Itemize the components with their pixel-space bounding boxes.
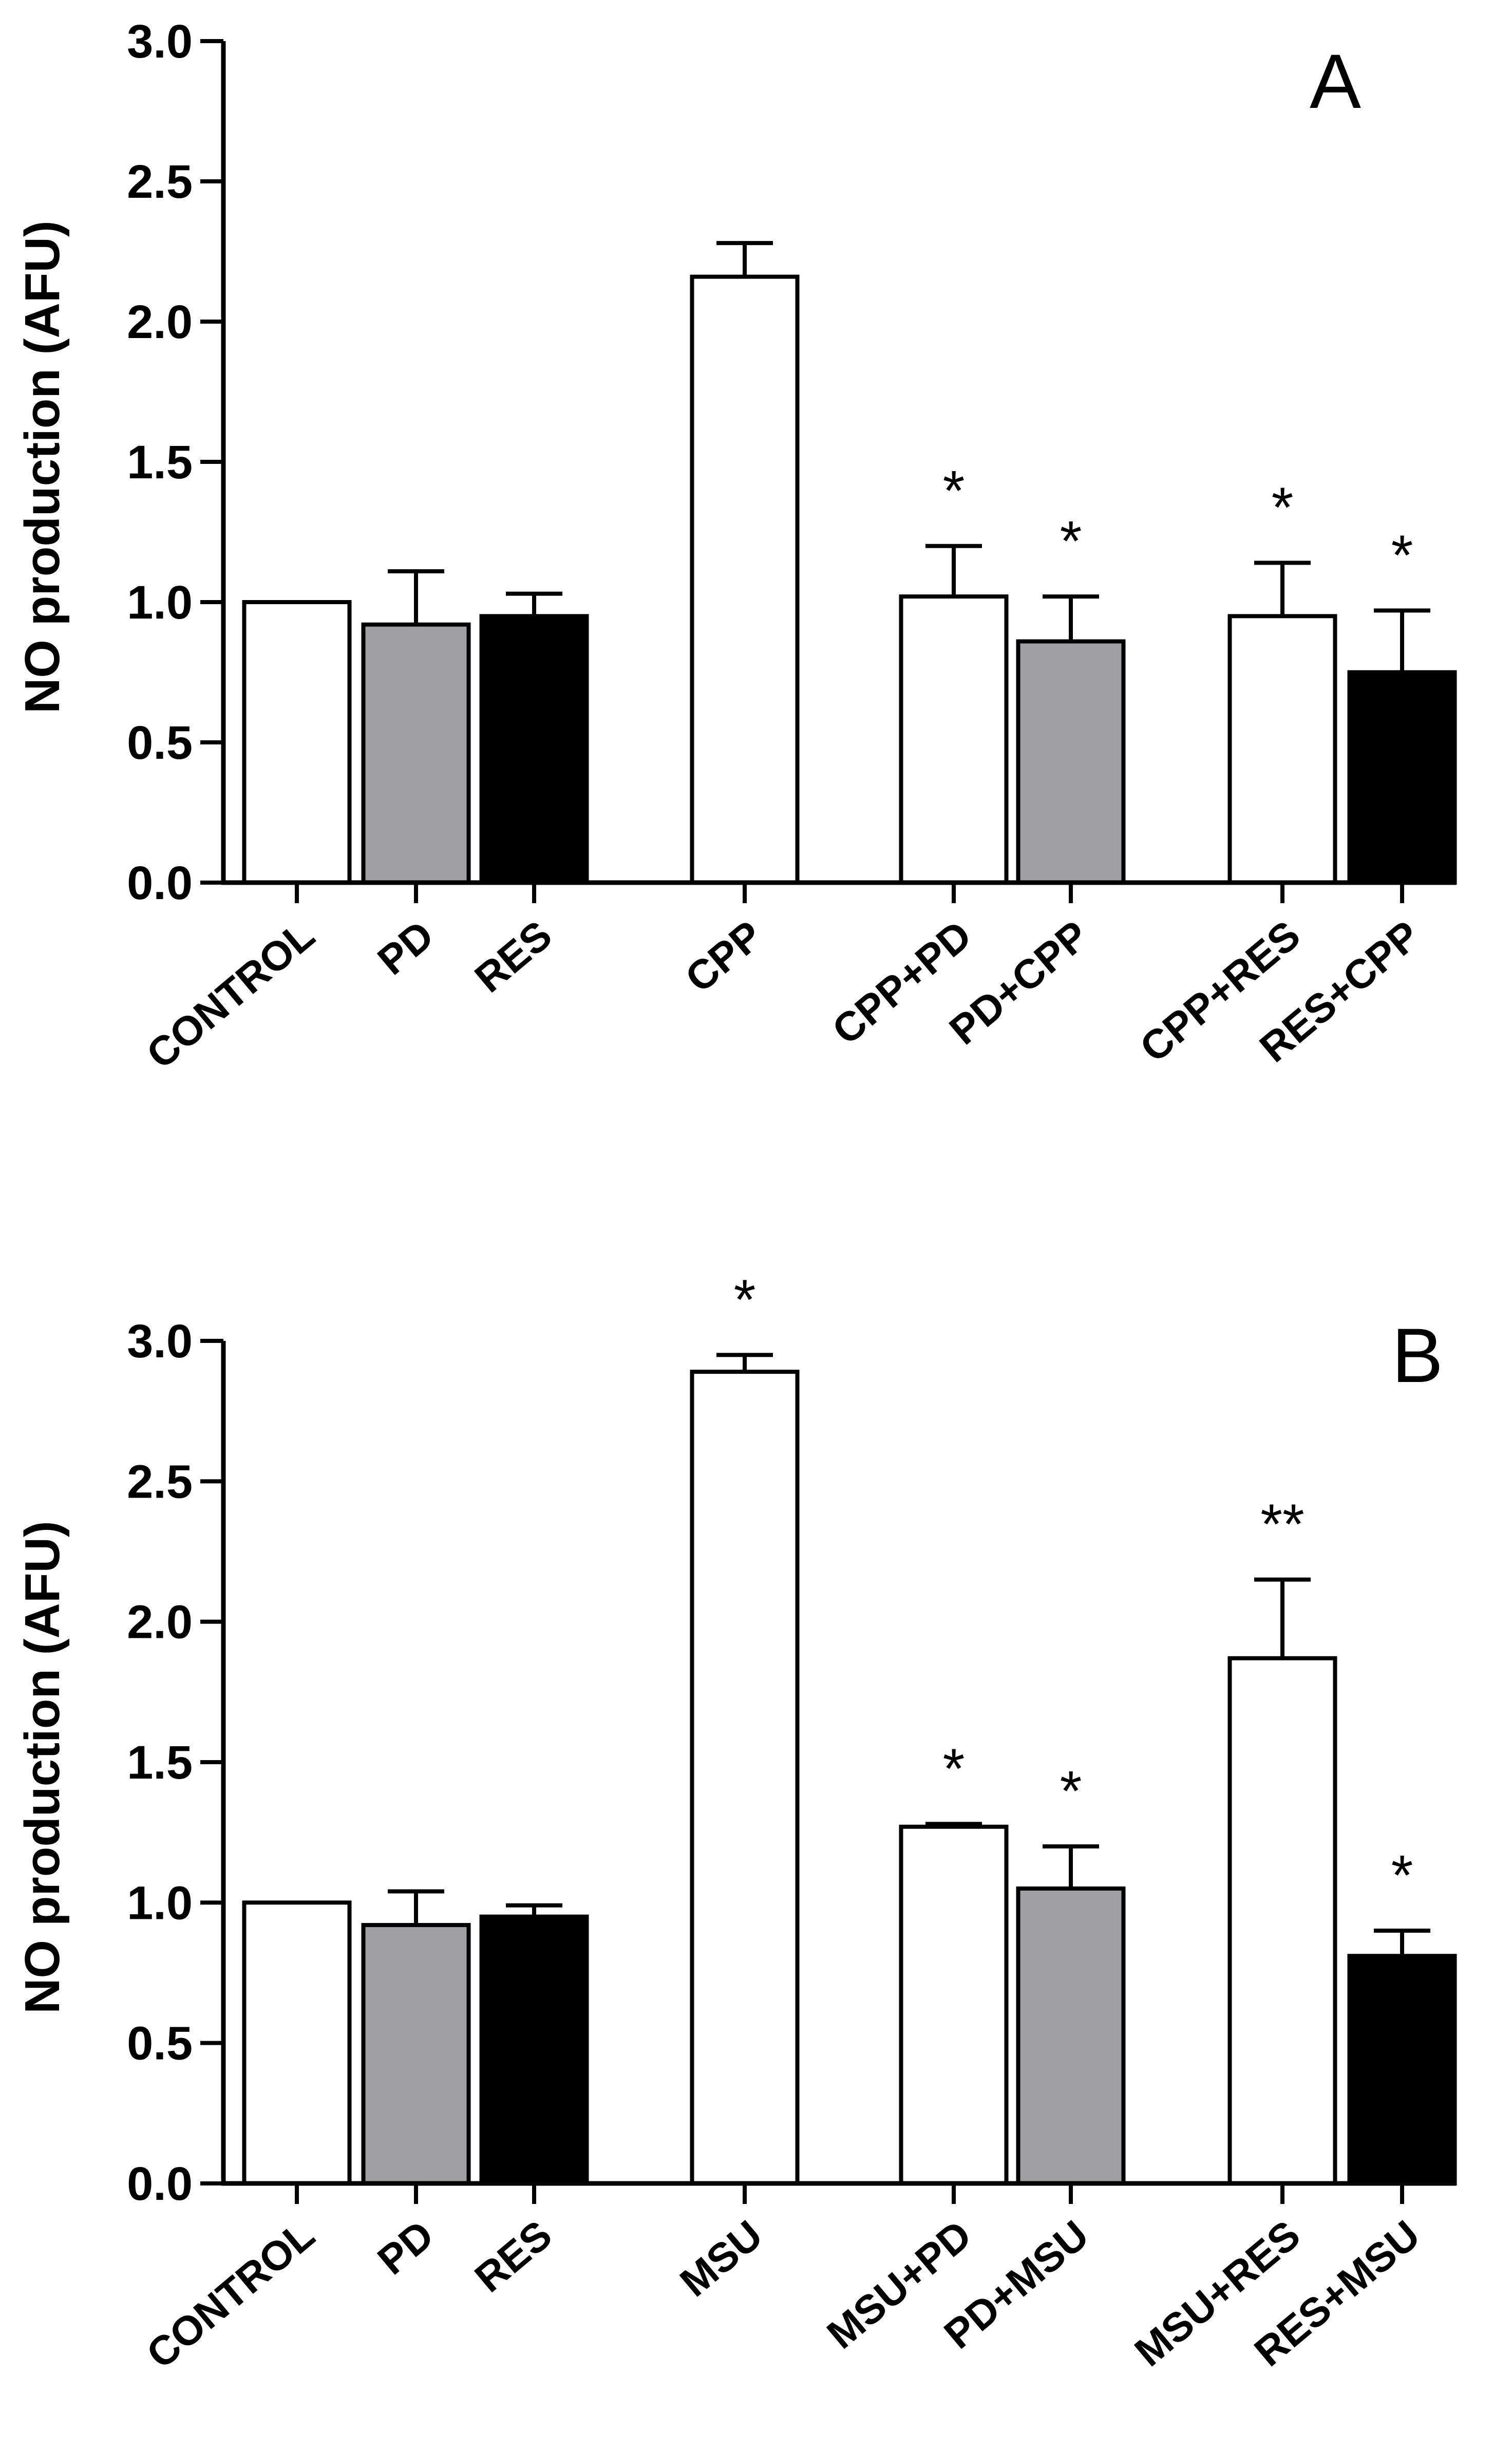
y-tick-label: 0.0 xyxy=(127,857,193,909)
y-tick-label: 1.0 xyxy=(127,576,193,629)
y-tick-label: 2.5 xyxy=(127,1455,193,1508)
x-tick-label: RES xyxy=(466,912,560,1001)
x-tick-label: PD xyxy=(369,2212,442,2284)
y-tick-label: 0.5 xyxy=(127,717,193,769)
significance-marker: * xyxy=(1272,476,1294,539)
x-tick-label: CONTROL xyxy=(138,2212,323,2377)
y-tick-label: 3.0 xyxy=(127,1315,193,1368)
panel-label: A xyxy=(1310,38,1361,124)
significance-marker: * xyxy=(1391,1844,1413,1907)
y-tick-label: 2.0 xyxy=(127,1596,193,1649)
panel-a-chart: CONTROL PD RES CPP*CPP+PD*PD+CPP*CPP+RES*RE… xyxy=(15,15,1457,1077)
bar xyxy=(899,1824,1009,2186)
bar xyxy=(1347,1954,1457,2185)
bar xyxy=(1016,1886,1126,2185)
x-tick-label: CPP xyxy=(677,912,771,1001)
bar xyxy=(1016,639,1126,885)
panel-label: B xyxy=(1392,1312,1443,1398)
x-tick-label: PD xyxy=(369,912,442,984)
panel-b-chart: CONTROL PD RES*MSU*MSU+PD*PD+MSU**MSU+RES*… xyxy=(15,1268,1457,2377)
significance-marker: * xyxy=(1060,510,1082,573)
significance-marker: * xyxy=(943,459,965,522)
y-tick-label: 1.0 xyxy=(127,1877,193,1929)
y-tick-label: 0.0 xyxy=(127,2158,193,2210)
bar xyxy=(479,614,589,885)
bar xyxy=(361,1923,471,2185)
y-axis-label: NO production (AFU) xyxy=(15,220,70,714)
y-tick-label: 3.0 xyxy=(127,15,193,68)
bar xyxy=(899,594,1009,885)
y-tick-label: 2.0 xyxy=(127,296,193,348)
x-tick-label: MSU xyxy=(672,2212,771,2305)
bar xyxy=(690,1370,800,2185)
significance-marker: * xyxy=(1060,1760,1082,1823)
significance-marker: * xyxy=(1391,524,1413,587)
significance-marker: * xyxy=(943,1737,965,1800)
bar xyxy=(1227,614,1337,885)
y-tick-label: 1.5 xyxy=(127,1736,193,1789)
bar xyxy=(479,1914,589,2186)
bar xyxy=(690,274,800,885)
significance-marker: ** xyxy=(1260,1493,1305,1556)
bar xyxy=(242,600,352,885)
x-tick-label: RES xyxy=(466,2212,560,2301)
significance-marker: * xyxy=(734,1268,756,1331)
bar xyxy=(1347,670,1457,885)
bar xyxy=(1227,1656,1337,2186)
bar xyxy=(361,622,471,885)
y-axis-label: NO production (AFU) xyxy=(15,1521,70,2014)
y-tick-label: 1.5 xyxy=(127,436,193,489)
y-tick-label: 0.5 xyxy=(127,2017,193,2070)
x-tick-label: CONTROL xyxy=(138,912,323,1077)
bar xyxy=(242,1900,352,2185)
y-tick-label: 2.5 xyxy=(127,156,193,208)
